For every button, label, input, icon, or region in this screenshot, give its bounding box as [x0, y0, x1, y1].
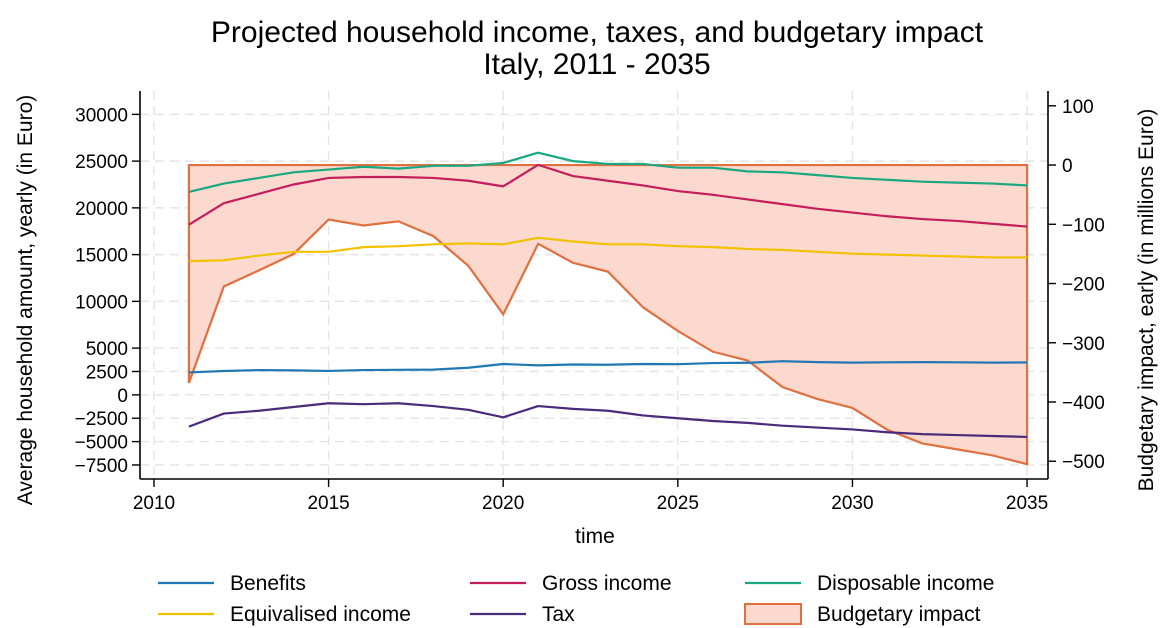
- y-tick-label-right: −500: [1062, 452, 1105, 473]
- y-tick-label-left: 20000: [75, 199, 128, 220]
- y-tick-label-right: 100: [1062, 97, 1094, 118]
- x-tick-label: 2030: [831, 493, 873, 514]
- y-axis-left-label: Average household amount, yearly (in Eur…: [14, 95, 37, 506]
- y-tick-label-left: −7500: [75, 456, 128, 477]
- series-line-gross-income: [188, 163, 1028, 228]
- y-tick-label-right: 0: [1062, 156, 1073, 177]
- y-tick-label-left: 10000: [75, 292, 128, 313]
- y-tick-label-left: 0: [117, 386, 128, 407]
- chart-title: Projected household income, taxes, and b…: [211, 16, 984, 49]
- budgetary-impact-area: [187, 163, 1029, 466]
- y-tick-label-right: −300: [1062, 334, 1105, 355]
- series-lines: [188, 151, 1028, 439]
- legend-label-disposable-income: Disposable income: [817, 572, 994, 595]
- series-line-benefits: [188, 360, 1028, 374]
- axes: 3000025000200001500010000500025000−2500−…: [75, 91, 1105, 514]
- legend-swatch-budgetary-impact: [744, 603, 802, 625]
- series-line-disposable-income: [188, 151, 1028, 194]
- legend-label-gross-income: Gross income: [542, 572, 672, 595]
- y-tick-label-left: 2500: [86, 362, 128, 383]
- series-line-tax: [188, 402, 1028, 439]
- y-tick-label-left: −5000: [75, 433, 128, 454]
- x-tick-label: 2010: [133, 493, 175, 514]
- series-area-budgetary-impact: [187, 163, 1029, 466]
- y-tick-label-left: 15000: [75, 246, 128, 267]
- y-tick-label-left: 30000: [75, 105, 128, 126]
- y-tick-label-right: −200: [1062, 275, 1105, 296]
- y-tick-label-left: 25000: [75, 152, 128, 173]
- chart-subtitle: Italy, 2011 - 2035: [483, 48, 710, 81]
- legend: Benefits Gross income Disposable income Equ…: [158, 572, 994, 626]
- x-axis-label: time: [575, 525, 615, 548]
- y-axis-right-label: Budgetary impact, early (in millions Eur…: [1135, 109, 1158, 492]
- y-tick-label-left: 5000: [86, 339, 128, 360]
- y-tick-label-right: −400: [1062, 393, 1105, 414]
- legend-label-benefits: Benefits: [230, 572, 306, 595]
- y-tick-label-left: −2500: [75, 409, 128, 430]
- legend-label-equivalised-income: Equivalised income: [230, 603, 411, 626]
- legend-label-budgetary-impact: Budgetary impact: [817, 603, 981, 626]
- y-tick-label-right: −100: [1062, 215, 1105, 236]
- x-tick-label: 2015: [307, 493, 349, 514]
- x-tick-label: 2020: [482, 493, 524, 514]
- legend-label-tax: Tax: [542, 603, 575, 626]
- x-tick-label: 2025: [657, 493, 699, 514]
- x-tick-label: 2035: [1006, 493, 1048, 514]
- series-line-equivalised-income: [188, 236, 1028, 263]
